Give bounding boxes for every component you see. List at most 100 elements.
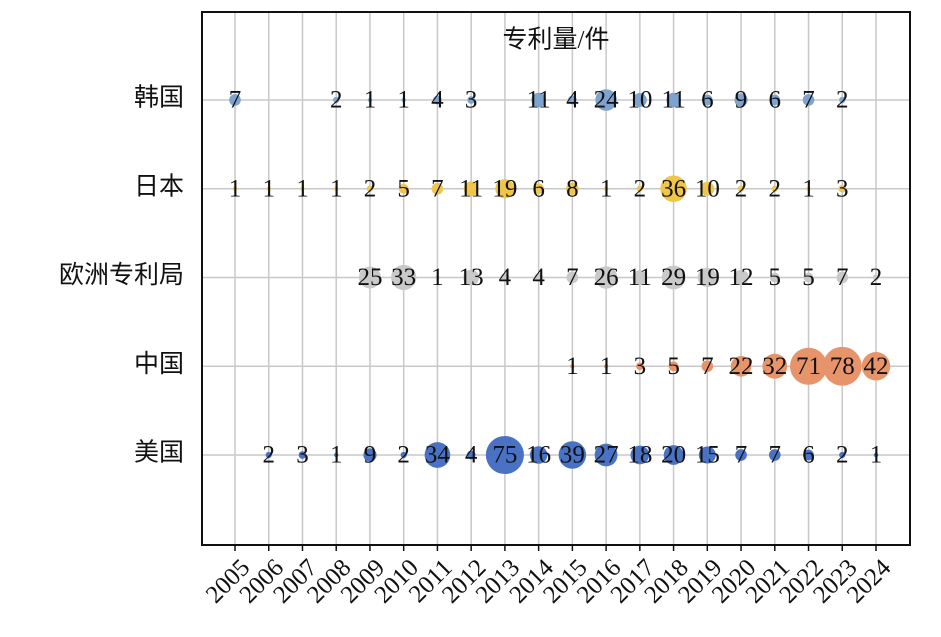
bubble — [391, 264, 417, 291]
bubble — [660, 175, 687, 202]
value-label: 75 — [492, 442, 517, 469]
bubble — [424, 442, 451, 468]
value-label: 7 — [229, 87, 242, 114]
bubble — [594, 266, 618, 289]
value-label: 6 — [532, 175, 545, 202]
value-label: 11 — [527, 87, 551, 114]
bubble — [300, 186, 305, 191]
bubble — [734, 93, 748, 107]
bubble — [566, 182, 579, 195]
value-label: 7 — [769, 442, 782, 469]
value-label: 20 — [661, 442, 686, 469]
value-label: 4 — [465, 442, 478, 469]
bubble — [762, 353, 788, 379]
value-label: 2 — [836, 442, 849, 469]
value-label: 2 — [397, 442, 410, 469]
y-tick-label: 美国 — [134, 439, 184, 467]
bubble — [566, 271, 579, 284]
value-label: 22 — [729, 353, 754, 380]
value-label: 1 — [296, 175, 309, 202]
bubble — [229, 94, 241, 106]
value-label: 71 — [796, 353, 821, 380]
bubble — [630, 445, 650, 465]
bubble — [533, 183, 545, 195]
value-label: 2 — [836, 87, 849, 114]
value-label: 5 — [397, 175, 410, 202]
value-label: 1 — [330, 442, 343, 469]
value-label: 19 — [492, 175, 517, 202]
bubble — [433, 95, 442, 105]
value-label: 19 — [695, 264, 720, 291]
value-label: 2 — [870, 264, 883, 291]
value-label: 3 — [836, 175, 849, 202]
bubble — [803, 449, 814, 461]
value-label: 26 — [594, 264, 619, 291]
bubble — [839, 96, 846, 104]
value-label: 4 — [566, 87, 579, 114]
value-label: 1 — [600, 175, 613, 202]
value-label: 10 — [695, 175, 720, 202]
value-label: 8 — [566, 175, 579, 202]
value-label: 34 — [425, 442, 451, 469]
y-tick-label: 中国 — [134, 350, 184, 378]
value-label: 7 — [566, 264, 579, 291]
bubble — [806, 186, 811, 191]
value-label: 6 — [802, 442, 815, 469]
value-label: 6 — [701, 87, 714, 114]
value-label: 1 — [397, 87, 410, 114]
bubble — [668, 361, 679, 372]
bubble — [431, 182, 444, 195]
value-label: 78 — [830, 353, 855, 380]
bubble — [663, 445, 684, 465]
value-label: 6 — [769, 87, 782, 114]
value-label: 4 — [532, 264, 545, 291]
bubble — [363, 448, 377, 462]
value-label: 7 — [735, 442, 748, 469]
bubble — [737, 185, 745, 192]
bubble — [266, 186, 271, 191]
bubble — [358, 266, 381, 289]
bubble — [636, 362, 644, 371]
value-label: 2 — [330, 87, 343, 114]
value-label: 3 — [296, 442, 309, 469]
value-label: 27 — [594, 442, 619, 469]
bubble — [466, 450, 476, 460]
value-label: 1 — [566, 353, 579, 380]
y-tick-label: 日本 — [134, 172, 184, 200]
value-label: 5 — [769, 264, 782, 291]
chart-title: 专利量/件 — [503, 26, 610, 54]
bubble — [697, 267, 717, 288]
bubble — [735, 449, 747, 461]
value-label: 1 — [364, 87, 377, 114]
value-label: 3 — [634, 353, 647, 380]
value-label: 2 — [364, 175, 377, 202]
bubble — [467, 96, 475, 104]
value-label: 1 — [802, 175, 815, 202]
bubble — [838, 184, 847, 193]
bubble — [398, 183, 409, 194]
bubble — [567, 95, 577, 105]
value-label: 15 — [695, 442, 720, 469]
value-label: 11 — [628, 264, 652, 291]
value-label: 1 — [431, 264, 444, 291]
value-label: 24 — [594, 87, 620, 114]
bubble — [595, 89, 617, 111]
value-label: 4 — [431, 87, 444, 114]
bubble — [802, 94, 815, 106]
value-label: 36 — [661, 175, 686, 202]
value-label: 2 — [634, 175, 647, 202]
value-label: 42 — [864, 353, 889, 380]
value-label: 2 — [735, 175, 748, 202]
value-label: 12 — [729, 264, 754, 291]
value-label: 13 — [459, 264, 484, 291]
value-label: 2 — [769, 175, 782, 202]
bubble — [531, 92, 546, 108]
bubble — [485, 435, 524, 475]
value-label: 11 — [459, 175, 483, 202]
bubble — [789, 347, 828, 385]
bubble — [701, 360, 714, 373]
bubble — [632, 270, 648, 285]
bubble — [873, 452, 879, 458]
value-label: 11 — [662, 87, 686, 114]
